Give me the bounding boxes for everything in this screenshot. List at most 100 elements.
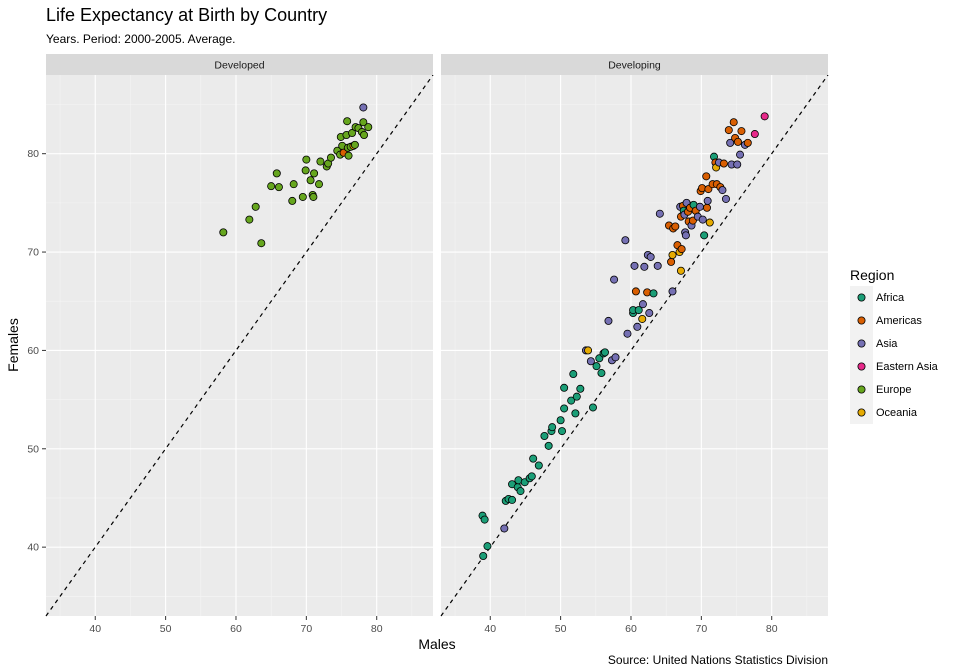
data-point-europe [274,183,283,192]
legend-title: Region [850,267,894,283]
data-point-asia [610,275,619,284]
data-point-europe [326,153,335,162]
data-point-europe [310,169,319,178]
data-point-oceania [668,251,677,260]
data-point-africa [571,409,580,418]
data-point-africa [483,542,492,551]
data-point-europe [219,228,228,237]
data-point-asia [630,261,639,270]
x-axis-ticks: 40 50 60 70 80 40 50 60 70 80 [89,616,778,635]
data-point-americas [702,172,711,181]
y-tick-label: 80 [27,148,39,160]
x-tick-label: 80 [371,623,383,635]
legend: Region Africa Americas Asia Eastern Asia Eur… [850,267,939,424]
data-point-europe [302,155,311,164]
data-point-asia [733,160,742,169]
data-point-africa [529,454,538,463]
panel-developing-points [478,112,769,560]
legend-label-asia: Asia [876,338,898,350]
data-point-africa [592,362,601,371]
data-point-asia [500,524,509,533]
data-point-asia [646,252,655,261]
data-point-asia [645,309,654,318]
data-point-asia [736,150,745,159]
data-point-africa [700,231,709,240]
legend-swatch-africa [857,293,866,302]
legend-label-oceania: Oceania [876,407,918,419]
data-point-americas [631,287,640,296]
data-point-asia [721,194,730,203]
panel-developing: Developing [440,54,829,617]
chart-title: Life Expectancy at Birth by Country [46,5,328,25]
data-point-americas [702,203,711,212]
data-point-africa [540,431,549,440]
data-point-asia [653,261,662,270]
data-point-asia [681,231,690,240]
x-axis-title: Males [418,636,455,652]
panel-developing-reference-line [440,74,829,617]
chart-subtitle: Years. Period: 2000-2005. Average. [46,32,236,46]
data-point-europe [267,182,276,191]
data-point-europe [257,239,266,248]
data-point-africa [480,515,489,524]
data-point-africa [516,487,525,496]
data-point-africa [600,348,609,357]
data-point-africa [508,495,517,504]
panel-developed-strip [46,54,433,75]
data-point-europe [251,202,260,211]
legend-swatch-europe [857,385,866,394]
data-point-americas [719,159,728,168]
data-point-asia [621,236,630,245]
y-tick-label: 60 [27,345,39,357]
data-point-eastern-asia [750,130,759,139]
data-point-europe [272,169,281,178]
data-point-africa [576,384,585,393]
legend-swatch-americas [857,316,866,325]
x-tick-label: 50 [555,623,567,635]
data-point-asia [726,138,735,147]
y-tick-label: 40 [27,542,39,554]
data-point-europe [298,192,307,201]
x-tick-label: 70 [301,623,313,635]
data-point-oceania [705,218,714,227]
legend-label-americas: Americas [876,315,922,327]
data-point-europe [288,196,297,205]
data-point-americas [724,126,733,135]
data-point-oceania [638,314,647,323]
data-point-europe [350,140,359,149]
data-point-africa [597,369,606,378]
data-point-americas [677,245,686,254]
data-point-europe [360,131,369,140]
data-point-asia [611,353,620,362]
data-point-africa [588,403,597,412]
legend-swatch-asia [857,339,866,348]
data-point-eastern-asia [760,112,769,121]
y-tick-label: 70 [27,247,39,259]
data-point-asia [698,215,707,224]
data-point-americas [743,138,752,147]
data-point-asia [623,329,632,338]
x-tick-label: 40 [89,623,101,635]
x-tick-label: 50 [160,623,172,635]
data-point-africa [544,441,553,450]
panel-developed: Developed [45,54,434,617]
data-point-africa [556,416,565,425]
data-point-americas [733,137,742,146]
data-point-africa [569,370,578,379]
chart-caption: Source: United Nations Statistics Divisi… [607,653,828,667]
data-point-europe [348,129,357,138]
data-point-asia [695,202,704,211]
data-point-asia [718,186,727,195]
x-tick-label: 70 [696,623,708,635]
x-tick-label: 60 [230,623,242,635]
data-point-europe [245,215,254,224]
data-point-asia [668,287,677,296]
x-tick-label: 40 [484,623,496,635]
data-point-europe [309,192,318,201]
data-point-americas [737,127,746,136]
panel-developing-strip-label: Developing [608,60,661,72]
legend-label-africa: Africa [876,292,905,304]
data-point-europe [359,118,368,127]
data-point-europe [301,166,310,175]
data-point-europe [315,180,324,189]
